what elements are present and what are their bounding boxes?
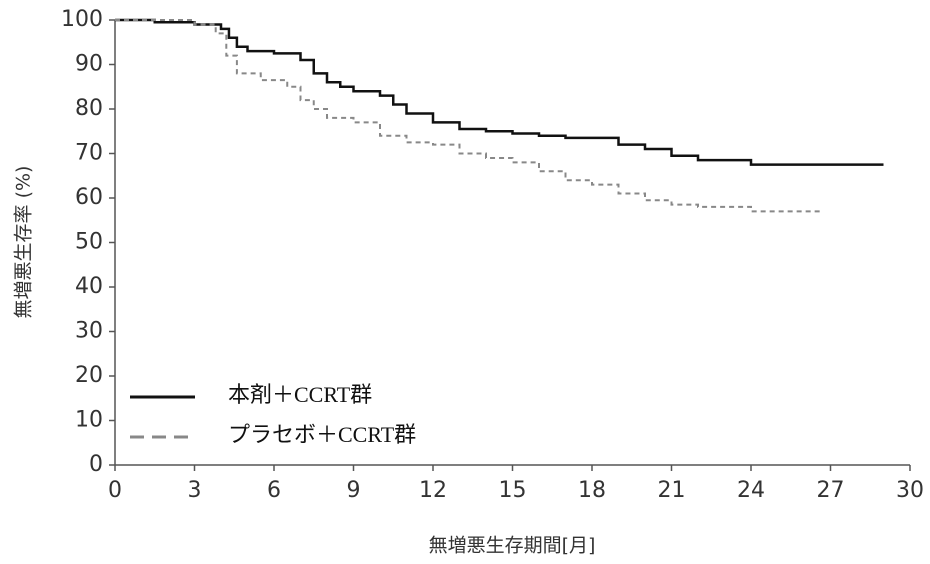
legend-label: 本剤＋CCRT群 — [228, 382, 372, 407]
x-tick-label: 0 — [108, 478, 122, 503]
y-tick-label: 60 — [75, 185, 103, 210]
y-tick-label: 80 — [75, 96, 103, 121]
x-tick-label: 27 — [817, 478, 845, 503]
y-tick-label: 50 — [75, 230, 103, 255]
survival-curve — [115, 19, 823, 213]
y-tick-label: 70 — [75, 141, 103, 166]
x-tick-label: 3 — [188, 478, 202, 503]
y-tick-label: 0 — [89, 452, 103, 477]
x-tick-label: 9 — [347, 478, 361, 503]
x-tick-label: 18 — [578, 478, 606, 503]
x-tick-label: 6 — [267, 478, 281, 503]
x-tick-label: 24 — [737, 478, 765, 503]
y-tick-label: 20 — [75, 363, 103, 388]
x-axis-label: 無増悪生存期間[月] — [429, 535, 596, 557]
y-tick-label: 100 — [61, 7, 103, 32]
y-tick-label: 30 — [75, 319, 103, 344]
legend-label: プラセボ＋CCRT群 — [228, 422, 416, 447]
x-tick-label: 12 — [419, 478, 447, 503]
x-tick-label: 30 — [896, 478, 924, 503]
survival-curve — [115, 18, 884, 166]
y-tick-label: 10 — [75, 408, 103, 433]
y-axis-label: 無増悪生存率 (%) — [13, 166, 35, 319]
y-tick-label: 40 — [75, 274, 103, 299]
x-tick-label: 21 — [658, 478, 686, 503]
y-tick-label: 90 — [75, 52, 103, 77]
x-tick-label: 15 — [499, 478, 527, 503]
